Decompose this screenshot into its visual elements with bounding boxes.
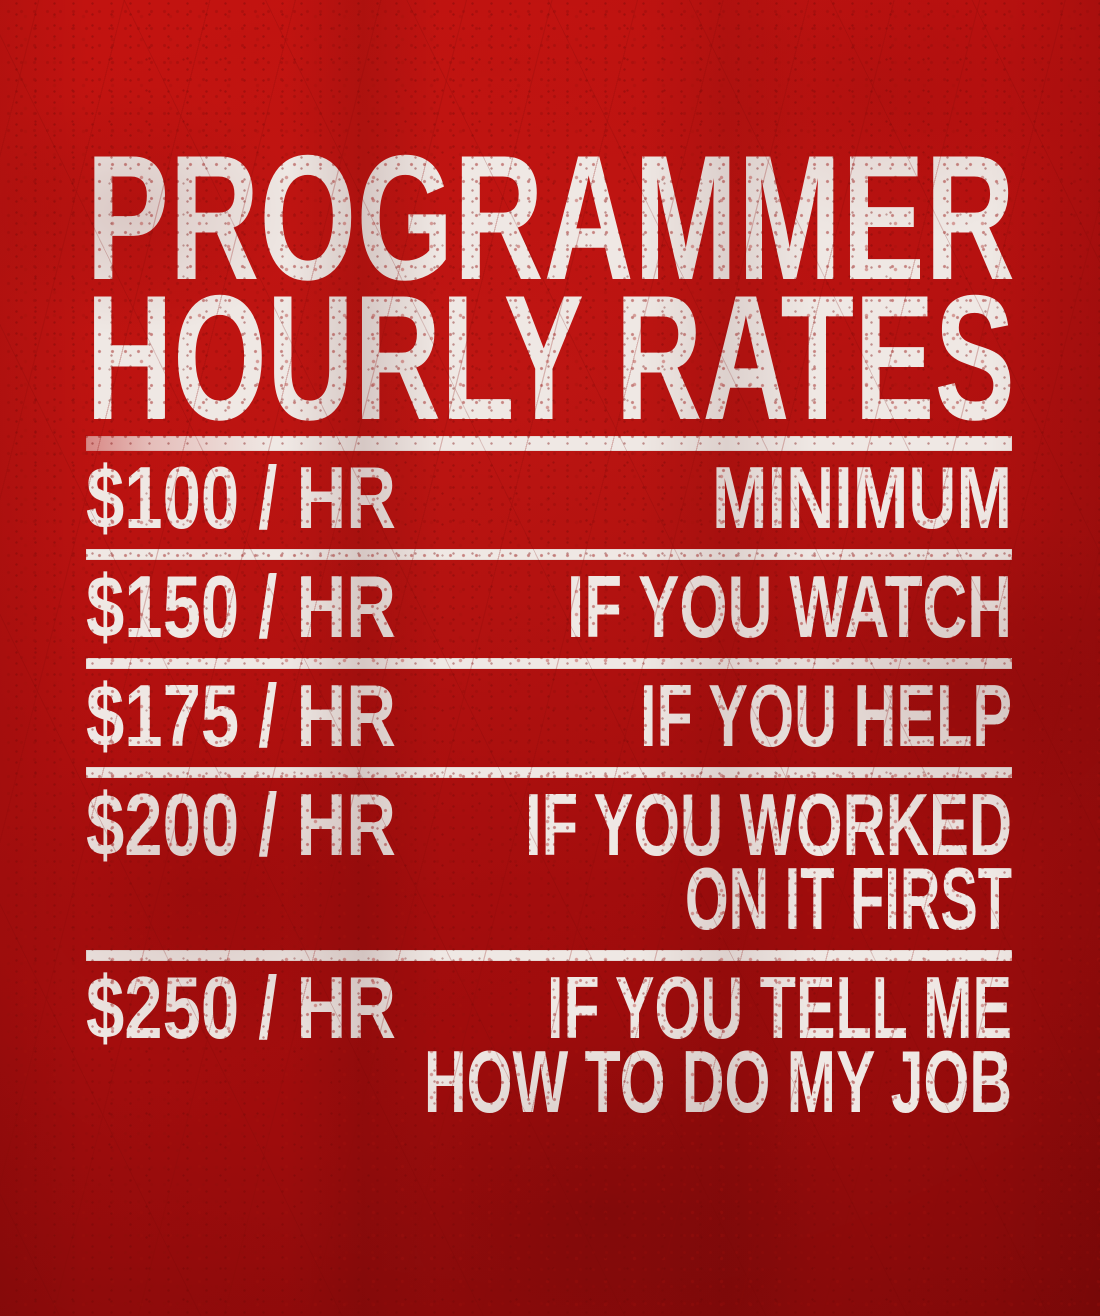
rate-label-line: IF YOU WATCH — [567, 569, 1012, 649]
title-line-2-text: HOURLY RATES — [86, 286, 1015, 426]
rate-row: $100 / HR MINIMUM — [86, 460, 1012, 540]
rate-label: IF YOU TELL ME HOW TO DO MY JOB — [424, 970, 1012, 1124]
rate-amount-text: $100 / HR — [86, 460, 396, 540]
rate-label: IF YOU WATCH — [567, 569, 1012, 649]
rate-label-line: HOW TO DO MY JOB — [424, 1044, 1012, 1124]
rate-label-line: MINIMUM — [712, 460, 1012, 540]
rate-label-line: IF YOU TELL ME — [547, 970, 1012, 1050]
rate-amount: $175 / HR — [86, 678, 396, 758]
rate-label-text: IF YOU WATCH — [567, 569, 1012, 649]
row-divider — [86, 549, 1012, 560]
rate-amount: $200 / HR — [86, 787, 396, 867]
row-divider — [86, 950, 1012, 961]
rate-label-text: IF YOU TELL ME — [547, 970, 1012, 1050]
rate-label-text: HOW TO DO MY JOB — [424, 1044, 1012, 1124]
rate-label-line: ON IT FIRST — [685, 861, 1012, 941]
rate-label: MINIMUM — [712, 460, 1012, 540]
title-line-2: HOURLY RATES — [86, 286, 1015, 426]
rate-amount-text: $250 / HR — [86, 970, 396, 1050]
rate-amount-text: $200 / HR — [86, 787, 396, 867]
poster-content: PROGRAMMER HOURLY RATES $100 / HR MINIMU… — [86, 146, 1015, 1124]
rate-label-line: IF YOU HELP — [640, 678, 1012, 758]
rate-label-text: MINIMUM — [712, 460, 1012, 540]
rate-label-text: ON IT FIRST — [685, 861, 1012, 941]
rate-label-line: IF YOU WORKED — [525, 787, 1012, 867]
rate-amount: $100 / HR — [86, 460, 396, 540]
rate-label-text: IF YOU WORKED — [525, 787, 1012, 867]
rate-row: $250 / HR IF YOU TELL ME HOW TO DO MY JO… — [86, 970, 1012, 1124]
title-line-1-text: PROGRAMMER — [86, 146, 1015, 286]
poster-title: PROGRAMMER HOURLY RATES — [86, 146, 1015, 426]
rate-row: $175 / HR IF YOU HELP — [86, 678, 1012, 758]
rate-row: $200 / HR IF YOU WORKED ON IT FIRST — [86, 787, 1012, 941]
rate-label-text: IF YOU HELP — [640, 678, 1012, 758]
rate-label: IF YOU WORKED ON IT FIRST — [525, 787, 1012, 941]
rate-amount-text: $150 / HR — [86, 569, 396, 649]
rate-amount-text: $175 / HR — [86, 678, 396, 758]
rate-amount: $250 / HR — [86, 970, 396, 1050]
row-divider — [86, 767, 1012, 778]
rate-amount: $150 / HR — [86, 569, 396, 649]
title-line-1: PROGRAMMER — [86, 146, 1015, 286]
rate-row: $150 / HR IF YOU WATCH — [86, 569, 1012, 649]
title-divider — [86, 436, 1012, 451]
rate-label: IF YOU HELP — [640, 678, 1012, 758]
row-divider — [86, 658, 1012, 669]
